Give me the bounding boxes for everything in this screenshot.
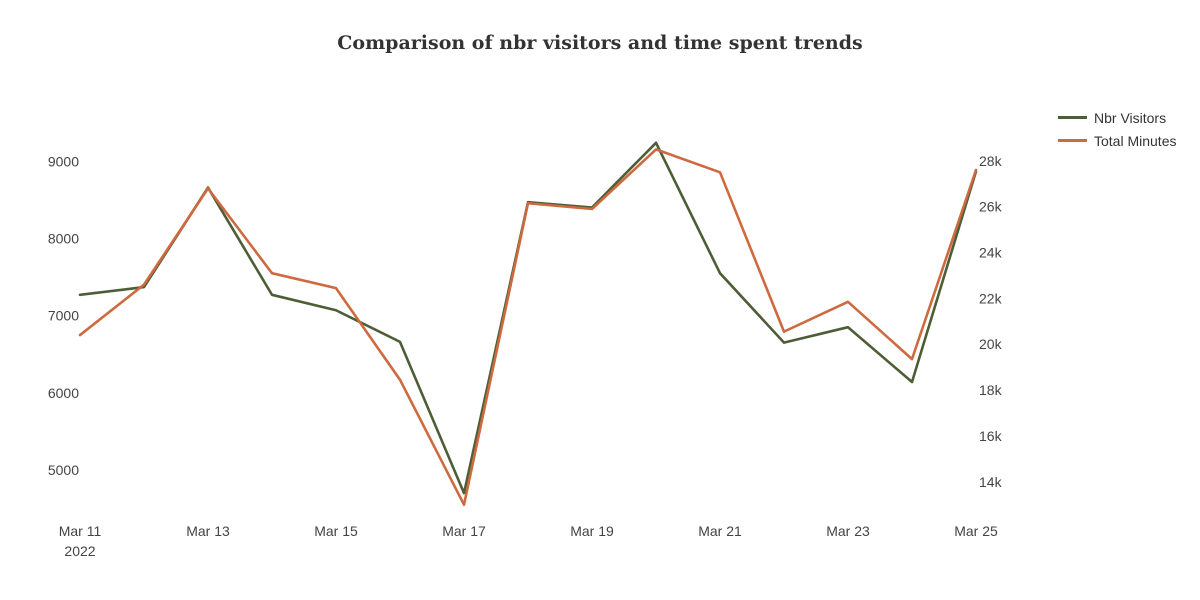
y-right-tick-label: 18k [979, 382, 1003, 398]
legend-label-nbr-visitors: Nbr Visitors [1094, 109, 1167, 126]
x-tick-label-year: 2022 [64, 543, 95, 559]
x-tick-label: Mar 19 [570, 523, 614, 539]
x-tick-label: Mar 11 [59, 523, 102, 539]
legend-item-nbr-visitors[interactable]: Nbr Visitors [1058, 106, 1176, 129]
legend-item-total-minutes[interactable]: Total Minutes [1058, 129, 1176, 152]
y-right-tick-label: 20k [979, 336, 1003, 352]
y-right-tick-label: 26k [979, 199, 1003, 215]
y-left-tick-label: 5000 [48, 462, 79, 478]
y-right-tick-label: 16k [979, 428, 1003, 444]
y-left-tick-label: 9000 [48, 153, 79, 169]
x-tick-label: Mar 13 [186, 523, 230, 539]
legend-swatch-nbr-visitors [1058, 116, 1087, 119]
x-tick-label: Mar 21 [698, 523, 742, 539]
chart-title: Comparison of nbr visitors and time spen… [337, 32, 863, 54]
y-left-tick-label: 7000 [48, 308, 79, 324]
legend-swatch-total-minutes [1058, 139, 1087, 142]
y-left-tick-label: 6000 [48, 385, 79, 401]
y-right-tick-label: 24k [979, 245, 1003, 261]
legend-label-total-minutes: Total Minutes [1094, 132, 1177, 149]
x-tick-label: Mar 17 [442, 523, 486, 539]
chart-legend: Nbr Visitors Total Minutes [1058, 106, 1176, 152]
x-tick-label: Mar 23 [826, 523, 870, 539]
y-left-tick-label: 8000 [48, 230, 79, 246]
x-tick-label: Mar 25 [954, 523, 998, 539]
y-right-tick-label: 22k [979, 290, 1003, 306]
x-tick-label: Mar 15 [314, 523, 358, 539]
y-right-tick-label: 14k [979, 474, 1003, 490]
y-right-tick-label: 28k [979, 153, 1003, 169]
series-line-total-minutes [78, 148, 978, 507]
